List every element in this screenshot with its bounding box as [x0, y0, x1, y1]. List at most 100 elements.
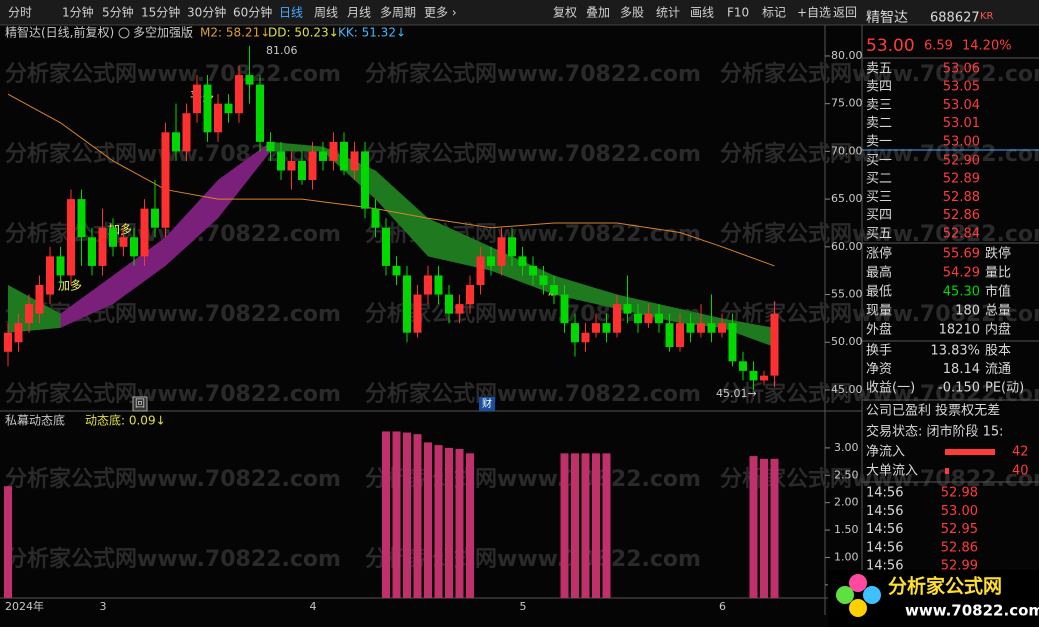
candle-body — [245, 75, 254, 85]
toolbar — [0, 0, 1039, 25]
event-badge[interactable] — [132, 396, 148, 412]
chart-title: 精智达(日线,前复权) — [5, 25, 114, 40]
book-label: 卖四 — [866, 80, 892, 95]
trade-price: 52.86 — [941, 540, 978, 555]
candle-body — [518, 256, 527, 266]
indicator-bar — [382, 431, 390, 598]
candle-body — [728, 323, 737, 362]
candle-body — [445, 294, 453, 314]
flow-value: 42 — [1012, 445, 1029, 460]
candle-body — [497, 237, 506, 266]
book-label: 买一 — [866, 154, 892, 169]
indicator-bar — [581, 453, 590, 598]
toolbar-button[interactable]: 返回 — [833, 6, 857, 20]
status-note: 交易状态: 闭市阶段 15: — [866, 424, 1004, 440]
watermark: 分析家公式网www.70822.com — [720, 141, 1039, 167]
trade-price: 52.98 — [941, 486, 978, 501]
toolbar-tab[interactable]: 多周期 — [380, 6, 416, 20]
toolbar-tab[interactable]: 30分钟 — [187, 5, 226, 20]
toolbar-tab[interactable]: 月线 — [347, 6, 371, 20]
candle-body — [46, 256, 54, 295]
trade-time: 14:56 — [866, 540, 903, 555]
stat-value: 55.69 — [943, 247, 980, 262]
candle-body — [476, 256, 485, 285]
stat-label: 总量 — [985, 304, 1011, 319]
indicator-name[interactable]: 多空加强版 — [133, 26, 193, 40]
candle-body — [203, 84, 212, 133]
indicator-bar — [434, 445, 443, 598]
candle-body — [35, 284, 44, 314]
watermark: 分析家公式网www.70822.com — [720, 381, 1039, 407]
candle-body — [340, 141, 348, 171]
candle-body — [56, 256, 65, 276]
event-badge[interactable] — [479, 397, 495, 411]
toolbar-button[interactable]: 多股 — [620, 6, 644, 20]
trade-time: 14:56 — [866, 486, 903, 501]
y-tick-label: 2.00 — [834, 496, 859, 509]
toolbar-tab[interactable]: 日线 — [279, 6, 303, 20]
toolbar-button[interactable]: 叠加 — [586, 6, 610, 20]
stat-label: 内盘 — [985, 322, 1011, 338]
book-price: 52.89 — [943, 172, 980, 187]
logo-petal — [849, 599, 867, 617]
watermark: 分析家公式网www.70822.com — [5, 466, 341, 492]
candle-body — [224, 103, 233, 114]
candle-body — [371, 208, 380, 228]
ribbon-segment — [165, 180, 218, 266]
candle-body — [109, 227, 117, 247]
candle-body — [634, 313, 642, 324]
stat-label: 收益(一) — [866, 381, 915, 396]
toolbar-button[interactable]: F10 — [727, 6, 749, 20]
logo: 分析家公式网 www.70822.com — [828, 570, 1039, 627]
toolbar-button[interactable]: 画线 — [690, 6, 714, 20]
stat-label: 涨停 — [866, 246, 892, 262]
toolbar-button[interactable]: 标记 — [762, 6, 786, 20]
toolbar-tab[interactable]: 分时 — [8, 6, 32, 20]
indicator-bar — [424, 442, 432, 598]
watermark: 分析家公式网www.70822.com — [365, 381, 701, 407]
candle-body — [350, 151, 359, 171]
candle-body — [697, 323, 705, 333]
candle-body — [130, 237, 138, 257]
candle-body — [749, 370, 758, 381]
candle-body — [623, 304, 632, 314]
indicator-bar — [455, 448, 464, 598]
toolbar-button[interactable]: +自选 — [797, 6, 831, 20]
candle-body — [140, 208, 149, 257]
toolbar-tab[interactable]: 周线 — [314, 6, 338, 20]
toolbar-tab[interactable]: 15分钟 — [141, 5, 180, 20]
flow-value: 40 — [1012, 464, 1029, 479]
stock-tag: KR — [980, 11, 994, 22]
candle-body — [571, 323, 579, 343]
stat-value: 18.14 — [943, 362, 980, 377]
ribbon-segment — [428, 218, 491, 271]
indicator-bar — [592, 453, 600, 598]
indicator-bar — [749, 456, 758, 598]
trade-time: 14:56 — [866, 522, 903, 537]
y-tick-label: 60.00 — [831, 240, 863, 253]
candle-body — [214, 103, 222, 133]
ribbon-segment — [270, 141, 323, 152]
candle-body — [266, 141, 275, 152]
logo-url: www.70822.com — [905, 602, 1039, 620]
y-tick-label: 1.50 — [834, 523, 859, 536]
toolbar-button[interactable]: 复权 — [553, 6, 577, 20]
indicator-icon[interactable] — [118, 27, 130, 39]
candle-body — [550, 284, 558, 295]
lower-label: 动态底: 0.09↓ — [85, 413, 166, 428]
toolbar-tab[interactable]: 更多 › — [424, 6, 457, 20]
y-tick-label: 75.00 — [831, 97, 863, 110]
indicator-bar — [760, 458, 768, 598]
toolbar-tab[interactable]: 60分钟 — [233, 5, 272, 20]
toolbar-button[interactable]: 统计 — [656, 6, 680, 20]
toolbar-tab[interactable]: 1分钟 — [62, 5, 94, 20]
trade-price: 52.95 — [941, 522, 978, 537]
candle-body — [739, 361, 747, 371]
candle-body — [686, 323, 695, 333]
stat-value: 45.30 — [943, 285, 980, 300]
candle-body — [403, 275, 411, 333]
logo-petal — [836, 586, 854, 604]
candle-body — [77, 199, 86, 238]
toolbar-tab[interactable]: 5分钟 — [102, 5, 134, 20]
